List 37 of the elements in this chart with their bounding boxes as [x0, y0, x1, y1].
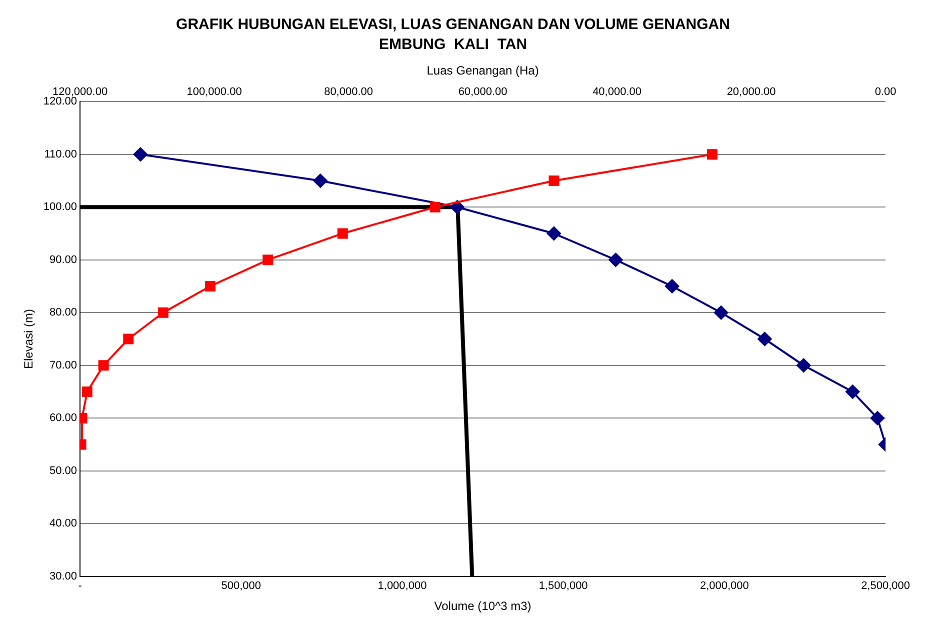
y-tick-label: 70.00 — [50, 359, 78, 372]
point — [430, 202, 440, 212]
y-tick-label: 110.00 — [44, 148, 78, 160]
chart-subtitle: EMBUNG KALI TAN — [378, 36, 528, 54]
x-tick-label: - — [78, 580, 82, 592]
point — [262, 254, 274, 266]
point — [706, 149, 718, 160]
x-tick-label: 500,000 — [221, 580, 262, 592]
y-tick-label: 100.00 — [43, 201, 78, 214]
y-tick-label: 50.00 — [50, 464, 78, 477]
x2-tick-label: 60,000.00 — [458, 86, 508, 98]
point — [82, 386, 92, 397]
x2-tick-label: 0.00 — [874, 86, 896, 98]
x2-tick-label: 100,000.00 — [186, 86, 242, 98]
x-tick-label: 1,000,000 — [378, 580, 427, 592]
y-tick-label: 80.00 — [50, 306, 78, 319]
y-tick-label: 60.00 — [50, 412, 78, 424]
x-tick-label: 2,000,000 — [700, 580, 749, 592]
x2-tick-label: 20,000.00 — [726, 86, 776, 98]
point — [204, 281, 216, 292]
point — [337, 228, 348, 239]
point — [98, 360, 109, 371]
x2-tick-label: 40,000.00 — [592, 86, 642, 98]
y-tick-label: 30.00 — [50, 570, 78, 582]
y-tick-label: 90.00 — [50, 254, 78, 266]
x-tick-label: 1,500,000 — [538, 580, 588, 592]
chart-title: GRAFIK HUBUNGAN ELEVASI, LUAS GENANGAN DAN VOLUME GENANGAN — [176, 16, 730, 34]
x-axis-title: Volume (10^3 m3) — [434, 599, 532, 614]
y-tick-label: 40.00 — [50, 518, 78, 530]
x2-axis-title: Luas Genangan (Ha) — [426, 64, 539, 78]
point — [548, 175, 560, 186]
x-tick-label: 2,500,000 — [861, 580, 910, 592]
y-tick-label: 120.00 — [43, 96, 78, 108]
y-axis-title: Elevasi (m) — [22, 308, 36, 370]
point — [123, 334, 134, 344]
x2-tick-label: 80,000.00 — [324, 86, 374, 98]
point — [158, 307, 168, 318]
